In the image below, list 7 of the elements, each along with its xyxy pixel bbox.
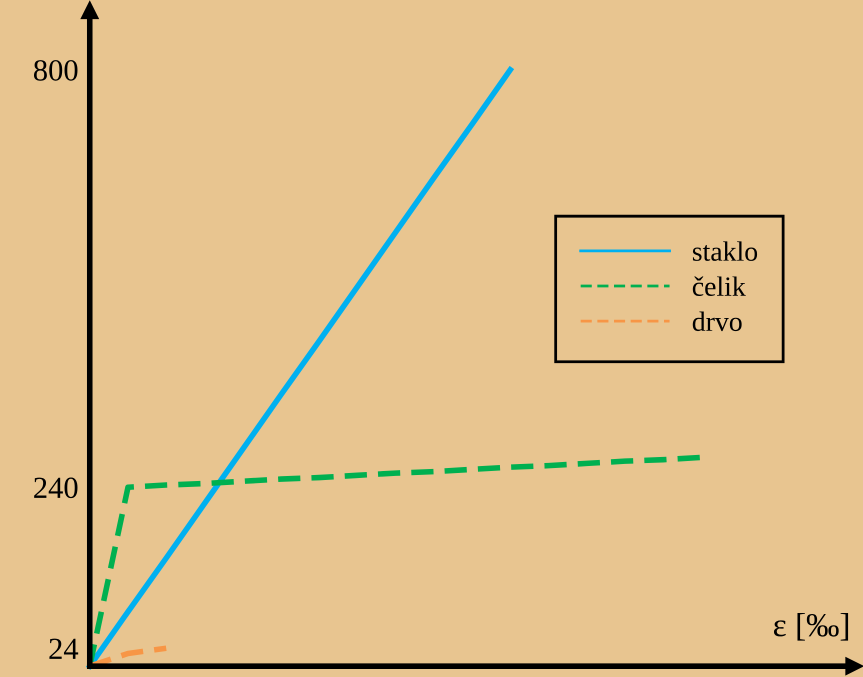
y-tick-label: 24 — [49, 638, 78, 659]
legend-label: čelik — [692, 276, 746, 296]
legend-label: drvo — [692, 312, 742, 332]
legend-label: staklo — [692, 241, 758, 261]
y-tick-label: 240 — [34, 478, 78, 498]
y-tick-label: 800 — [34, 60, 78, 81]
x-axis-title: ε [‰] — [774, 612, 848, 641]
